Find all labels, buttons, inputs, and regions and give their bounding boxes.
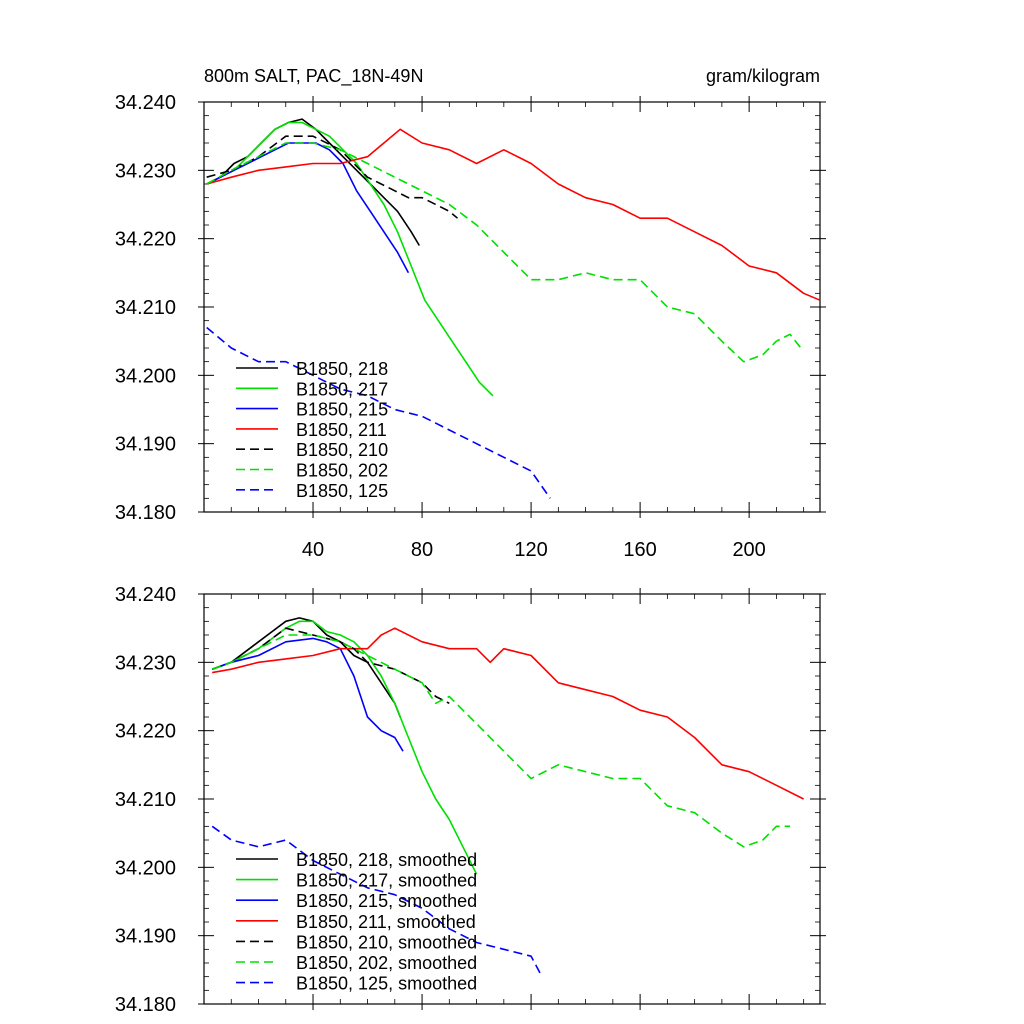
series-line-b1850-202 xyxy=(206,142,802,363)
series-line-b1850-217-smoothed xyxy=(211,620,478,875)
legend-label: B1850, 202 xyxy=(296,461,388,481)
series-line-b1850-125 xyxy=(206,326,551,499)
y-tick-label: 34.180 xyxy=(115,502,176,524)
legend-label: B1850, 217, smoothed xyxy=(296,871,477,891)
legend-label: B1850, 211, smoothed xyxy=(296,912,476,932)
series-line-b1850-218-smoothed xyxy=(211,617,401,718)
y-tick-label: 34.180 xyxy=(115,994,176,1016)
y-tick-label: 34.210 xyxy=(115,297,176,319)
y-tick-label: 34.200 xyxy=(115,365,176,387)
chart-title: 800m SALT, PAC_18N-49N xyxy=(204,66,423,87)
x-tick-label: 120 xyxy=(514,539,547,561)
y-tick-label: 34.210 xyxy=(115,789,176,811)
chart-units: gram/kilogram xyxy=(706,66,820,86)
x-tick-label: 200 xyxy=(732,539,765,561)
y-tick-label: 34.240 xyxy=(115,584,176,606)
legend-label: B1850, 211 xyxy=(296,420,387,440)
legend-label: B1850, 210, smoothed xyxy=(296,932,477,952)
y-tick-label: 34.230 xyxy=(115,652,176,674)
legend-label: B1850, 125 xyxy=(296,481,388,501)
y-tick-label: 34.190 xyxy=(115,926,176,948)
legend-label: B1850, 125, smoothed xyxy=(296,974,477,994)
series-line-b1850-215-smoothed xyxy=(211,637,404,752)
series-line-b1850-125-smoothed xyxy=(211,825,543,978)
series-line-b1850-210 xyxy=(206,135,459,219)
legend-label: B1850, 210 xyxy=(296,440,388,460)
y-tick-label: 34.220 xyxy=(115,721,176,743)
legend-label: B1850, 215, smoothed xyxy=(296,891,477,911)
y-tick-label: 34.200 xyxy=(115,857,176,879)
chart-panel-2: 34.180 34.190 34.200 34.210 34.220 34.230 34.2… xyxy=(115,584,826,1016)
y-tick-label: 34.240 xyxy=(115,92,176,114)
series-line-b1850-217 xyxy=(206,121,494,397)
chart-panel-1: 800m SALT, PAC_18N-49N gram/kilogram 34.18… xyxy=(115,66,826,561)
x-tick-label: 40 xyxy=(302,539,324,561)
x-tick-label: 80 xyxy=(411,539,433,561)
legend-label: B1850, 202, smoothed xyxy=(296,953,477,973)
series-line-b1850-202-smoothed xyxy=(211,634,790,848)
y-tick-label: 34.190 xyxy=(115,434,176,456)
legend-label: B1850, 215 xyxy=(296,400,388,420)
legend-label: B1850, 217 xyxy=(296,379,388,399)
y-tick-label: 34.230 xyxy=(115,160,176,182)
y-tick-label: 34.220 xyxy=(115,229,176,251)
series-line-b1850-211 xyxy=(206,128,821,301)
x-tick-label: 160 xyxy=(623,539,656,561)
legend-label: B1850, 218 xyxy=(296,359,388,379)
legend-label: B1850, 218, smoothed xyxy=(296,850,477,870)
series-line-b1850-218 xyxy=(206,118,420,246)
series-line-b1850-211-smoothed xyxy=(212,627,804,800)
